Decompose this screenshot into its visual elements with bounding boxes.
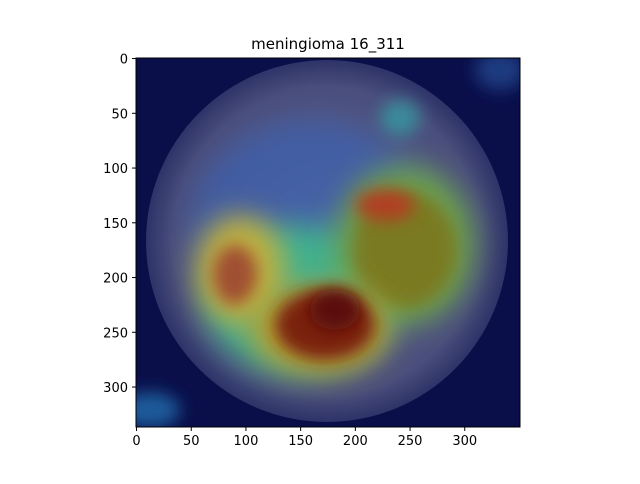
- chart-title: meningioma 16_311: [251, 35, 405, 54]
- x-tick-label: 200: [343, 434, 368, 449]
- y-tick-label: 50: [111, 107, 128, 122]
- x-tick-label: 300: [452, 434, 477, 449]
- y-tick-label: 200: [103, 272, 128, 287]
- axes-frame: [135, 57, 521, 428]
- image: [136, 58, 520, 427]
- y-tick-label: 300: [103, 381, 128, 396]
- y-tick-label: 250: [103, 326, 128, 341]
- y-tick-label: 100: [103, 162, 128, 177]
- x-tick-label: 100: [234, 434, 259, 449]
- x-tick-label: 150: [288, 434, 313, 449]
- x-tick-label: 50: [183, 434, 200, 449]
- x-tick-label: 0: [132, 434, 140, 449]
- x-tick-label: 250: [398, 434, 423, 449]
- y-tick-label: 0: [120, 53, 128, 68]
- y-tick-label: 150: [103, 217, 128, 232]
